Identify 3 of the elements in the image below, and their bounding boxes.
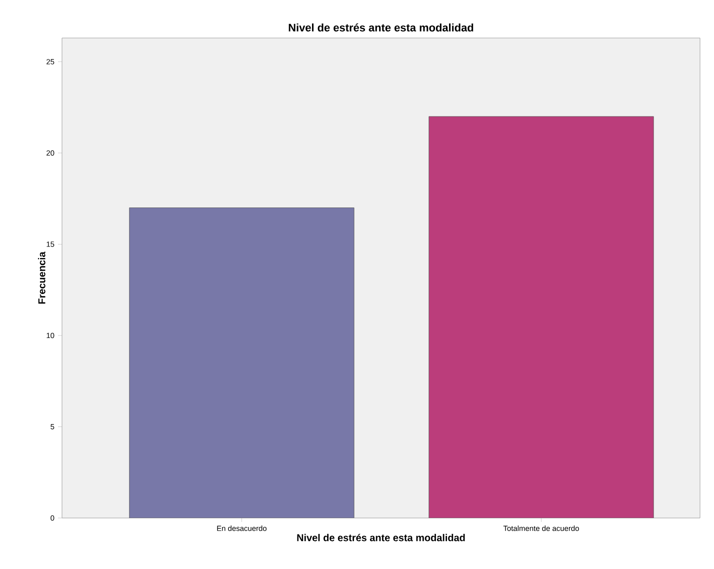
x-axis-title: Nivel de estrés ante esta modalidad xyxy=(297,534,465,542)
y-axis-title: Frecuencia xyxy=(38,252,46,304)
chart-title: Nivel de estrés ante esta modalidad xyxy=(288,23,474,32)
